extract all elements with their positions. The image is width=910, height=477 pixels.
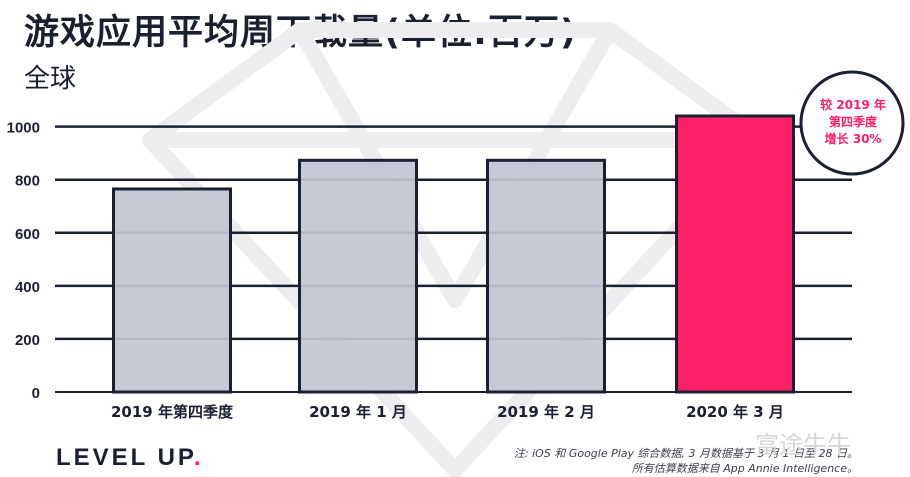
bar-2 bbox=[486, 158, 606, 394]
y-tick-label: 800 bbox=[15, 173, 40, 190]
x-tick-label: 2019 年 2 月 bbox=[497, 403, 595, 421]
footnote-line-2: 所有估算数据来自 App Annie Intelligence。 bbox=[631, 462, 858, 475]
y-tick-label: 400 bbox=[15, 279, 40, 296]
logo-dot: . bbox=[193, 444, 204, 471]
logo-text: LEVEL UP bbox=[56, 444, 194, 471]
chart-subtitle: 全球 bbox=[24, 64, 77, 94]
annotation-circle bbox=[799, 70, 905, 176]
bar-3 bbox=[675, 114, 795, 394]
level-up-logo: LEVEL UP. bbox=[56, 444, 204, 472]
bar-0 bbox=[112, 187, 232, 394]
background-diamond bbox=[142, 22, 768, 477]
footnote: 注: iOS 和 Google Play 综合数据, 3 月数据基于 3 月 1… bbox=[514, 446, 858, 476]
x-tick-label: 2020 年 3 月 bbox=[686, 403, 784, 421]
y-tick-label: 600 bbox=[15, 226, 40, 243]
annotation-line-1: 较 2019 年 bbox=[820, 98, 886, 112]
x-tick-label: 2019 年 1 月 bbox=[309, 403, 407, 421]
annotation-line-2: 第四季度 bbox=[828, 115, 877, 129]
footnote-line-1: 注: iOS 和 Google Play 综合数据, 3 月数据基于 3 月 1… bbox=[513, 447, 858, 460]
bar-1 bbox=[298, 158, 418, 394]
watermark: 富途牛牛 bbox=[755, 431, 851, 459]
y-tick-label: 1000 bbox=[7, 120, 40, 137]
y-tick-label: 0 bbox=[32, 385, 40, 402]
annotation-line-3: 增长 30% bbox=[824, 132, 882, 146]
x-tick-label: 2019 年第四季度 bbox=[111, 403, 234, 421]
growth-annotation: 较 2019 年 第四季度 增长 30% bbox=[803, 97, 903, 148]
y-tick-label: 200 bbox=[15, 332, 40, 349]
